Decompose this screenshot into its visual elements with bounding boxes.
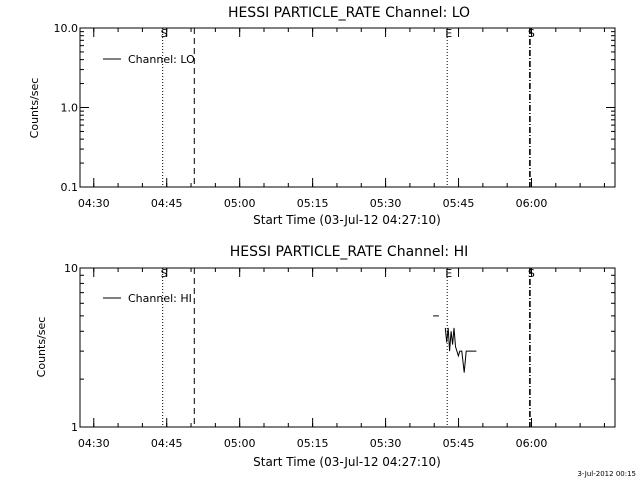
plot-frame: [79, 27, 616, 188]
x-tick-label: 04:45: [151, 197, 183, 210]
x-tick-label: 04:30: [78, 197, 110, 210]
x-tick-label: 06:00: [516, 437, 548, 450]
x-tick-label: 06:00: [516, 197, 548, 210]
legend-label: Channel: HI: [128, 292, 192, 305]
y-tick-label: 10.0: [54, 22, 79, 35]
x-tick-label: 04:30: [78, 437, 110, 450]
footer-timestamp: 3-Jul-2012 00:15: [577, 470, 636, 478]
panel-hi: HESSI PARTICLE_RATE Channel: HI Counts/s…: [35, 244, 616, 469]
y-tick-label: 0.1: [61, 181, 79, 194]
event-marker-label: S: [528, 27, 535, 40]
chart-title: HESSI PARTICLE_RATE Channel: LO: [228, 5, 470, 21]
x-tick-label: 05:45: [443, 197, 475, 210]
y-axis-label: Counts/sec: [28, 78, 41, 139]
x-tick-label: 05:00: [224, 437, 256, 450]
x-axis-label: Start Time (03-Jul-12 04:27:10): [253, 455, 441, 469]
event-marker-label: S: [528, 267, 535, 280]
x-tick-label: 05:15: [297, 437, 329, 450]
event-marker-label: E: [445, 27, 452, 40]
chart-title: HESSI PARTICLE_RATE Channel: HI: [230, 244, 468, 260]
plot-frame: [79, 267, 616, 428]
x-tick-label: 04:45: [151, 437, 183, 450]
x-axis-label: Start Time (03-Jul-12 04:27:10): [253, 213, 441, 227]
event-marker-label: E: [445, 267, 452, 280]
y-axis-label: Counts/sec: [35, 317, 48, 378]
legend-label: Channel: LO: [128, 53, 195, 66]
x-tick-label: 05:30: [370, 437, 402, 450]
panel-lo: HESSI PARTICLE_RATE Channel: LO Counts/s…: [28, 5, 616, 227]
event-marker-label: S: [161, 27, 168, 40]
x-tick-label: 05:00: [224, 197, 256, 210]
y-tick-label: 1: [71, 421, 78, 434]
x-tick-label: 05:45: [443, 437, 475, 450]
y-tick-label: 1.0: [61, 102, 79, 115]
series-line: [444, 327, 477, 373]
event-marker-label: S: [161, 267, 168, 280]
x-tick-label: 05:15: [297, 197, 329, 210]
y-tick-label: 10: [64, 262, 78, 275]
x-tick-label: 05:30: [370, 197, 402, 210]
